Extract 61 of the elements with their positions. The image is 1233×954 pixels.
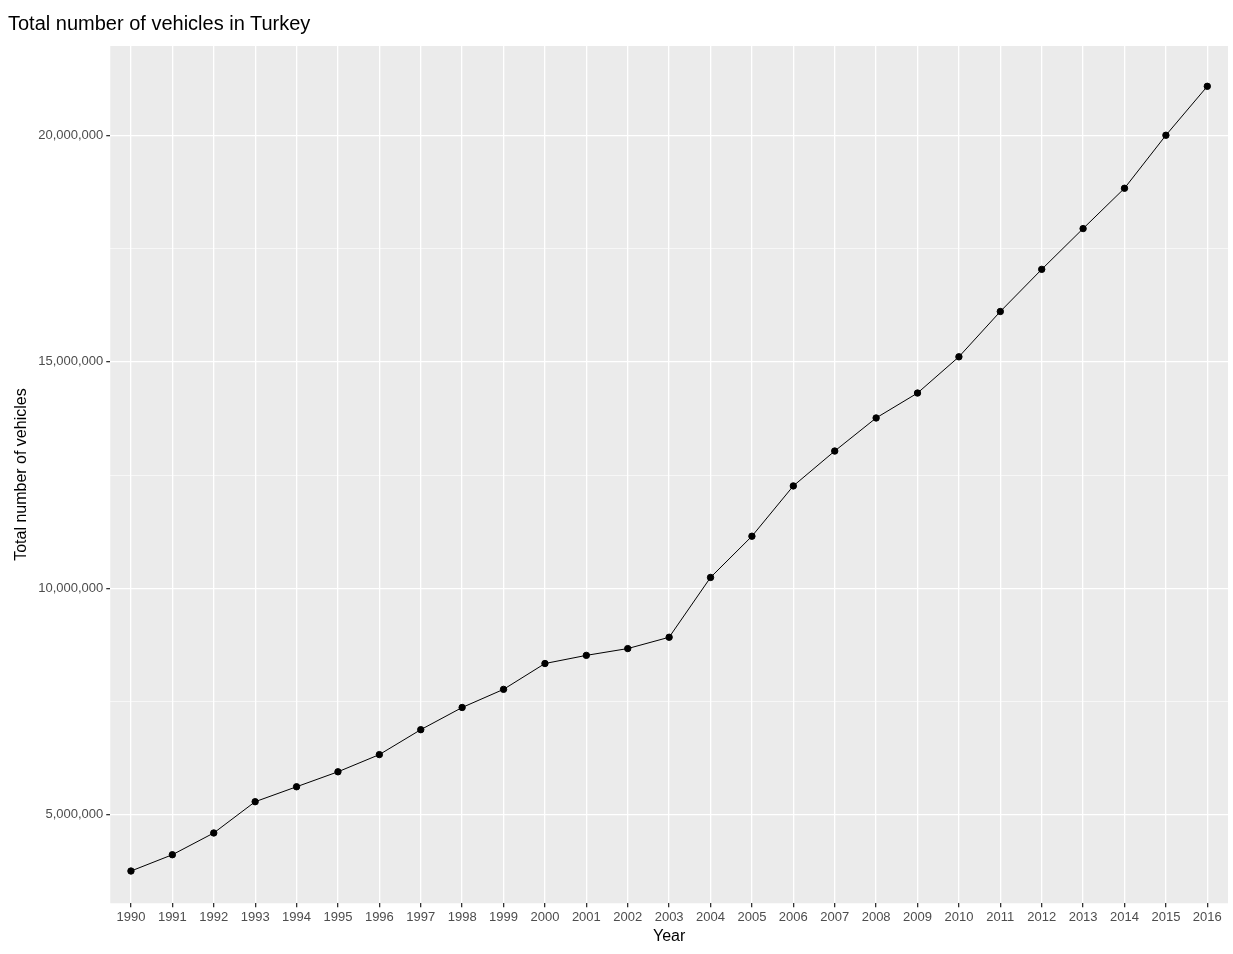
point bbox=[417, 725, 425, 734]
point bbox=[831, 447, 839, 455]
chart-title: Total number of vehicles in Turkey bbox=[8, 11, 311, 34]
point bbox=[582, 651, 591, 660]
point bbox=[375, 750, 384, 759]
x-tick-label: 1997 bbox=[406, 908, 436, 924]
point bbox=[499, 685, 508, 694]
x-tick-label: 2002 bbox=[613, 908, 643, 924]
x-tick-label: 1991 bbox=[157, 908, 187, 924]
point bbox=[1079, 224, 1087, 233]
x-tick-label: 1994 bbox=[282, 908, 312, 924]
x-tick-label: 1998 bbox=[447, 908, 477, 924]
y-tick-label: 5,000,000 bbox=[45, 806, 104, 822]
x-tick-label: 2012 bbox=[1027, 908, 1057, 924]
x-tick-label: 2000 bbox=[530, 908, 560, 924]
point bbox=[872, 414, 880, 422]
x-tick-label: 2003 bbox=[654, 908, 684, 924]
x-tick-label: 2013 bbox=[1068, 908, 1098, 924]
point bbox=[168, 851, 177, 859]
x-tick-label: 2007 bbox=[820, 908, 850, 924]
x-tick-label: 1990 bbox=[116, 908, 146, 924]
point bbox=[127, 867, 135, 875]
x-tick-label: 2010 bbox=[944, 908, 974, 924]
point bbox=[913, 389, 922, 397]
point bbox=[251, 798, 259, 806]
x-tick-label: 2008 bbox=[861, 908, 891, 924]
y-axis-title: Total number of vehicles bbox=[12, 388, 30, 561]
point bbox=[210, 829, 218, 837]
x-tick-label: 1992 bbox=[199, 908, 229, 924]
point bbox=[1162, 131, 1170, 139]
point bbox=[292, 783, 301, 791]
x-tick-label: 1996 bbox=[364, 908, 394, 924]
point bbox=[665, 633, 673, 641]
point bbox=[1038, 265, 1046, 274]
point bbox=[1120, 184, 1129, 192]
x-tick-label: 2014 bbox=[1110, 908, 1139, 924]
point bbox=[789, 482, 798, 490]
point bbox=[624, 644, 632, 653]
x-tick-label: 1995 bbox=[323, 908, 353, 924]
x-tick-label: 2005 bbox=[737, 908, 767, 924]
x-tick-label: 1993 bbox=[240, 908, 270, 924]
point bbox=[955, 353, 963, 361]
point bbox=[541, 659, 549, 668]
y-tick-label: 15,000,000 bbox=[38, 353, 104, 369]
x-axis-title: Year bbox=[652, 926, 686, 944]
point bbox=[1203, 82, 1211, 91]
x-tick-label: 2015 bbox=[1151, 908, 1181, 924]
x-tick-label: 2001 bbox=[571, 908, 601, 924]
point bbox=[996, 307, 1005, 316]
x-tick-label: 2016 bbox=[1192, 908, 1222, 924]
x-tick-label: 1999 bbox=[489, 908, 518, 924]
y-tick-label: 20,000,000 bbox=[38, 126, 104, 142]
x-tick-label: 2009 bbox=[903, 908, 932, 924]
x-tick-label: 2006 bbox=[778, 908, 808, 924]
x-tick-label: 2011 bbox=[986, 908, 1015, 924]
x-tick-label: 2004 bbox=[696, 908, 725, 924]
point bbox=[706, 573, 715, 582]
point bbox=[458, 703, 466, 712]
point bbox=[334, 768, 342, 776]
y-tick-label: 10,000,000 bbox=[38, 579, 104, 595]
point bbox=[748, 532, 756, 540]
